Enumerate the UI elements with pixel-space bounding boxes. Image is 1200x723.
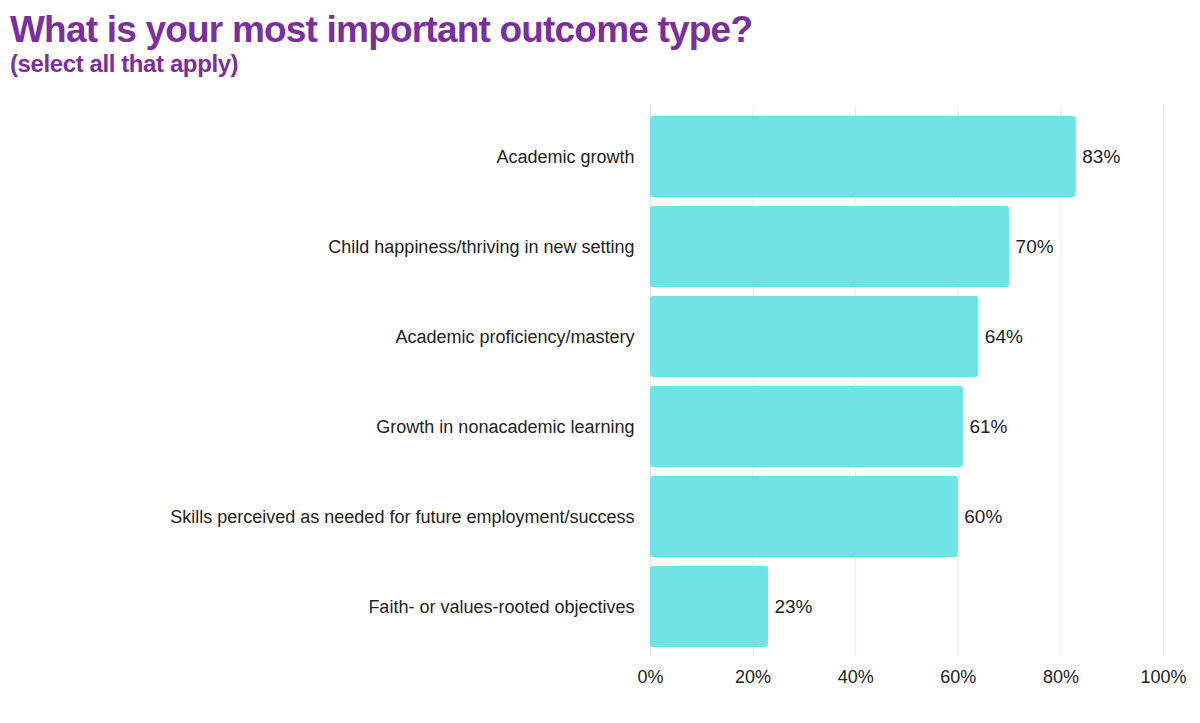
svg-text:Child happiness/thriving in ne: Child happiness/thriving in new setting (328, 237, 634, 257)
svg-text:20%: 20% (735, 667, 771, 687)
svg-text:61%: 61% (969, 416, 1007, 437)
svg-text:Growth in nonacademic learning: Growth in nonacademic learning (376, 417, 634, 437)
svg-text:80%: 80% (1043, 667, 1079, 687)
svg-text:Academic proficiency/mastery: Academic proficiency/mastery (395, 327, 634, 347)
svg-text:60%: 60% (964, 506, 1002, 527)
svg-text:Academic growth: Academic growth (496, 147, 634, 167)
svg-text:23%: 23% (774, 596, 812, 617)
svg-text:83%: 83% (1082, 146, 1120, 167)
html-text:What is your most important ou: What is your most important outcome type… (10, 9, 753, 50)
svg-text:70%: 70% (1016, 236, 1054, 257)
svg-text:60%: 60% (940, 667, 976, 687)
svg-text:64%: 64% (985, 326, 1023, 347)
svg-text:0%: 0% (637, 667, 663, 687)
html-text:(select all that apply): (select all that apply) (10, 50, 239, 77)
svg-text:Skills perceived as needed for: Skills perceived as needed for future em… (170, 507, 634, 527)
svg-text:40%: 40% (838, 667, 874, 687)
svg-text:100%: 100% (1140, 667, 1186, 687)
svg-text:Faith- or values-rooted object: Faith- or values-rooted objectives (368, 597, 634, 617)
